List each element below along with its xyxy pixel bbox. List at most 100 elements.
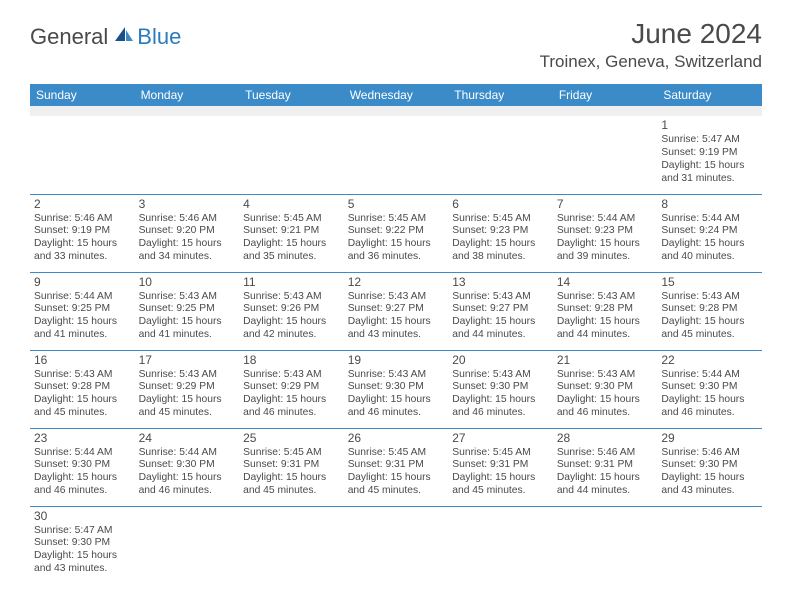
sunset-text: Sunset: 9:28 PM xyxy=(557,303,654,316)
daylight-text: Daylight: 15 hours xyxy=(661,160,758,173)
sunset-text: Sunset: 9:23 PM xyxy=(452,225,549,238)
daylight-text: Daylight: 15 hours xyxy=(557,472,654,485)
sunrise-text: Sunrise: 5:43 AM xyxy=(557,369,654,382)
sunset-text: Sunset: 9:30 PM xyxy=(34,537,131,550)
sunrise-text: Sunrise: 5:43 AM xyxy=(348,291,445,304)
calendar-cell: 17Sunrise: 5:43 AMSunset: 9:29 PMDayligh… xyxy=(135,350,240,428)
calendar-cell-empty xyxy=(239,116,344,194)
calendar-week-row: 23Sunrise: 5:44 AMSunset: 9:30 PMDayligh… xyxy=(30,428,762,506)
daylight-text: Daylight: 15 hours xyxy=(243,394,340,407)
calendar-cell: 25Sunrise: 5:45 AMSunset: 9:31 PMDayligh… xyxy=(239,428,344,506)
daylight-text: Daylight: 15 hours xyxy=(34,394,131,407)
calendar-cell: 16Sunrise: 5:43 AMSunset: 9:28 PMDayligh… xyxy=(30,350,135,428)
daylight-text: Daylight: 15 hours xyxy=(557,394,654,407)
calendar-cell: 13Sunrise: 5:43 AMSunset: 9:27 PMDayligh… xyxy=(448,272,553,350)
sunrise-text: Sunrise: 5:44 AM xyxy=(661,369,758,382)
calendar-cell: 7Sunrise: 5:44 AMSunset: 9:23 PMDaylight… xyxy=(553,194,658,272)
sunrise-text: Sunrise: 5:44 AM xyxy=(661,213,758,226)
calendar-cell: 26Sunrise: 5:45 AMSunset: 9:31 PMDayligh… xyxy=(344,428,449,506)
calendar-cell: 29Sunrise: 5:46 AMSunset: 9:30 PMDayligh… xyxy=(657,428,762,506)
sunrise-text: Sunrise: 5:47 AM xyxy=(661,134,758,147)
day-number: 12 xyxy=(348,275,445,290)
sunrise-text: Sunrise: 5:44 AM xyxy=(557,213,654,226)
sail-icon xyxy=(113,25,135,48)
sunset-text: Sunset: 9:19 PM xyxy=(34,225,131,238)
sunset-text: Sunset: 9:31 PM xyxy=(452,459,549,472)
sunset-text: Sunset: 9:30 PM xyxy=(661,459,758,472)
sunrise-text: Sunrise: 5:46 AM xyxy=(34,213,131,226)
daylight-text: and 46 minutes. xyxy=(557,407,654,420)
daylight-text: and 36 minutes. xyxy=(348,251,445,264)
daylight-text: Daylight: 15 hours xyxy=(34,472,131,485)
day-header-row: Sunday Monday Tuesday Wednesday Thursday… xyxy=(30,84,762,106)
calendar-cell-empty xyxy=(30,116,135,194)
calendar-cell: 14Sunrise: 5:43 AMSunset: 9:28 PMDayligh… xyxy=(553,272,658,350)
day-header: Sunday xyxy=(30,84,135,106)
daylight-text: Daylight: 15 hours xyxy=(348,238,445,251)
calendar-cell: 9Sunrise: 5:44 AMSunset: 9:25 PMDaylight… xyxy=(30,272,135,350)
day-number: 8 xyxy=(661,197,758,212)
day-number: 3 xyxy=(139,197,236,212)
calendar-cell: 10Sunrise: 5:43 AMSunset: 9:25 PMDayligh… xyxy=(135,272,240,350)
calendar-cell-empty xyxy=(135,506,240,588)
day-number: 25 xyxy=(243,431,340,446)
day-number: 13 xyxy=(452,275,549,290)
daylight-text: and 41 minutes. xyxy=(34,329,131,342)
day-header: Saturday xyxy=(657,84,762,106)
day-header: Monday xyxy=(135,84,240,106)
sunset-text: Sunset: 9:31 PM xyxy=(348,459,445,472)
day-number: 4 xyxy=(243,197,340,212)
calendar-cell: 4Sunrise: 5:45 AMSunset: 9:21 PMDaylight… xyxy=(239,194,344,272)
sunset-text: Sunset: 9:27 PM xyxy=(348,303,445,316)
calendar-cell: 20Sunrise: 5:43 AMSunset: 9:30 PMDayligh… xyxy=(448,350,553,428)
sunrise-text: Sunrise: 5:46 AM xyxy=(557,447,654,460)
day-number: 16 xyxy=(34,353,131,368)
day-number: 27 xyxy=(452,431,549,446)
day-number: 18 xyxy=(243,353,340,368)
sunrise-text: Sunrise: 5:43 AM xyxy=(452,369,549,382)
daylight-text: and 40 minutes. xyxy=(661,251,758,264)
daylight-text: and 31 minutes. xyxy=(661,173,758,186)
calendar-cell-empty xyxy=(448,116,553,194)
day-number: 15 xyxy=(661,275,758,290)
day-number: 1 xyxy=(661,118,758,133)
sunrise-text: Sunrise: 5:43 AM xyxy=(243,291,340,304)
sunset-text: Sunset: 9:19 PM xyxy=(661,147,758,160)
daylight-text: Daylight: 15 hours xyxy=(243,472,340,485)
page-title: June 2024 xyxy=(540,18,762,50)
sunrise-text: Sunrise: 5:45 AM xyxy=(243,213,340,226)
daylight-text: Daylight: 15 hours xyxy=(139,394,236,407)
daylight-text: Daylight: 15 hours xyxy=(139,316,236,329)
sunrise-text: Sunrise: 5:43 AM xyxy=(243,369,340,382)
calendar-cell: 15Sunrise: 5:43 AMSunset: 9:28 PMDayligh… xyxy=(657,272,762,350)
sunrise-text: Sunrise: 5:43 AM xyxy=(139,291,236,304)
daylight-text: and 35 minutes. xyxy=(243,251,340,264)
sunset-text: Sunset: 9:30 PM xyxy=(348,381,445,394)
logo: General Blue xyxy=(30,24,181,50)
sunrise-text: Sunrise: 5:45 AM xyxy=(452,213,549,226)
sunset-text: Sunset: 9:25 PM xyxy=(139,303,236,316)
daylight-text: and 46 minutes. xyxy=(139,485,236,498)
day-header: Wednesday xyxy=(344,84,449,106)
sunset-text: Sunset: 9:28 PM xyxy=(661,303,758,316)
daylight-text: Daylight: 15 hours xyxy=(661,394,758,407)
sunrise-text: Sunrise: 5:47 AM xyxy=(34,525,131,538)
day-number: 19 xyxy=(348,353,445,368)
daylight-text: Daylight: 15 hours xyxy=(452,316,549,329)
daylight-text: and 46 minutes. xyxy=(452,407,549,420)
calendar-week-row: 30Sunrise: 5:47 AMSunset: 9:30 PMDayligh… xyxy=(30,506,762,588)
daylight-text: Daylight: 15 hours xyxy=(557,316,654,329)
calendar-cell: 19Sunrise: 5:43 AMSunset: 9:30 PMDayligh… xyxy=(344,350,449,428)
daylight-text: Daylight: 15 hours xyxy=(139,472,236,485)
calendar-week-row: 16Sunrise: 5:43 AMSunset: 9:28 PMDayligh… xyxy=(30,350,762,428)
daylight-text: Daylight: 15 hours xyxy=(243,316,340,329)
sunrise-text: Sunrise: 5:45 AM xyxy=(348,213,445,226)
sunset-text: Sunset: 9:27 PM xyxy=(452,303,549,316)
sunset-text: Sunset: 9:30 PM xyxy=(661,381,758,394)
sunrise-text: Sunrise: 5:43 AM xyxy=(452,291,549,304)
daylight-text: and 44 minutes. xyxy=(452,329,549,342)
title-block: June 2024 Troinex, Geneva, Switzerland xyxy=(540,18,762,72)
location-label: Troinex, Geneva, Switzerland xyxy=(540,52,762,72)
daylight-text: and 33 minutes. xyxy=(34,251,131,264)
calendar-cell-empty xyxy=(239,506,344,588)
